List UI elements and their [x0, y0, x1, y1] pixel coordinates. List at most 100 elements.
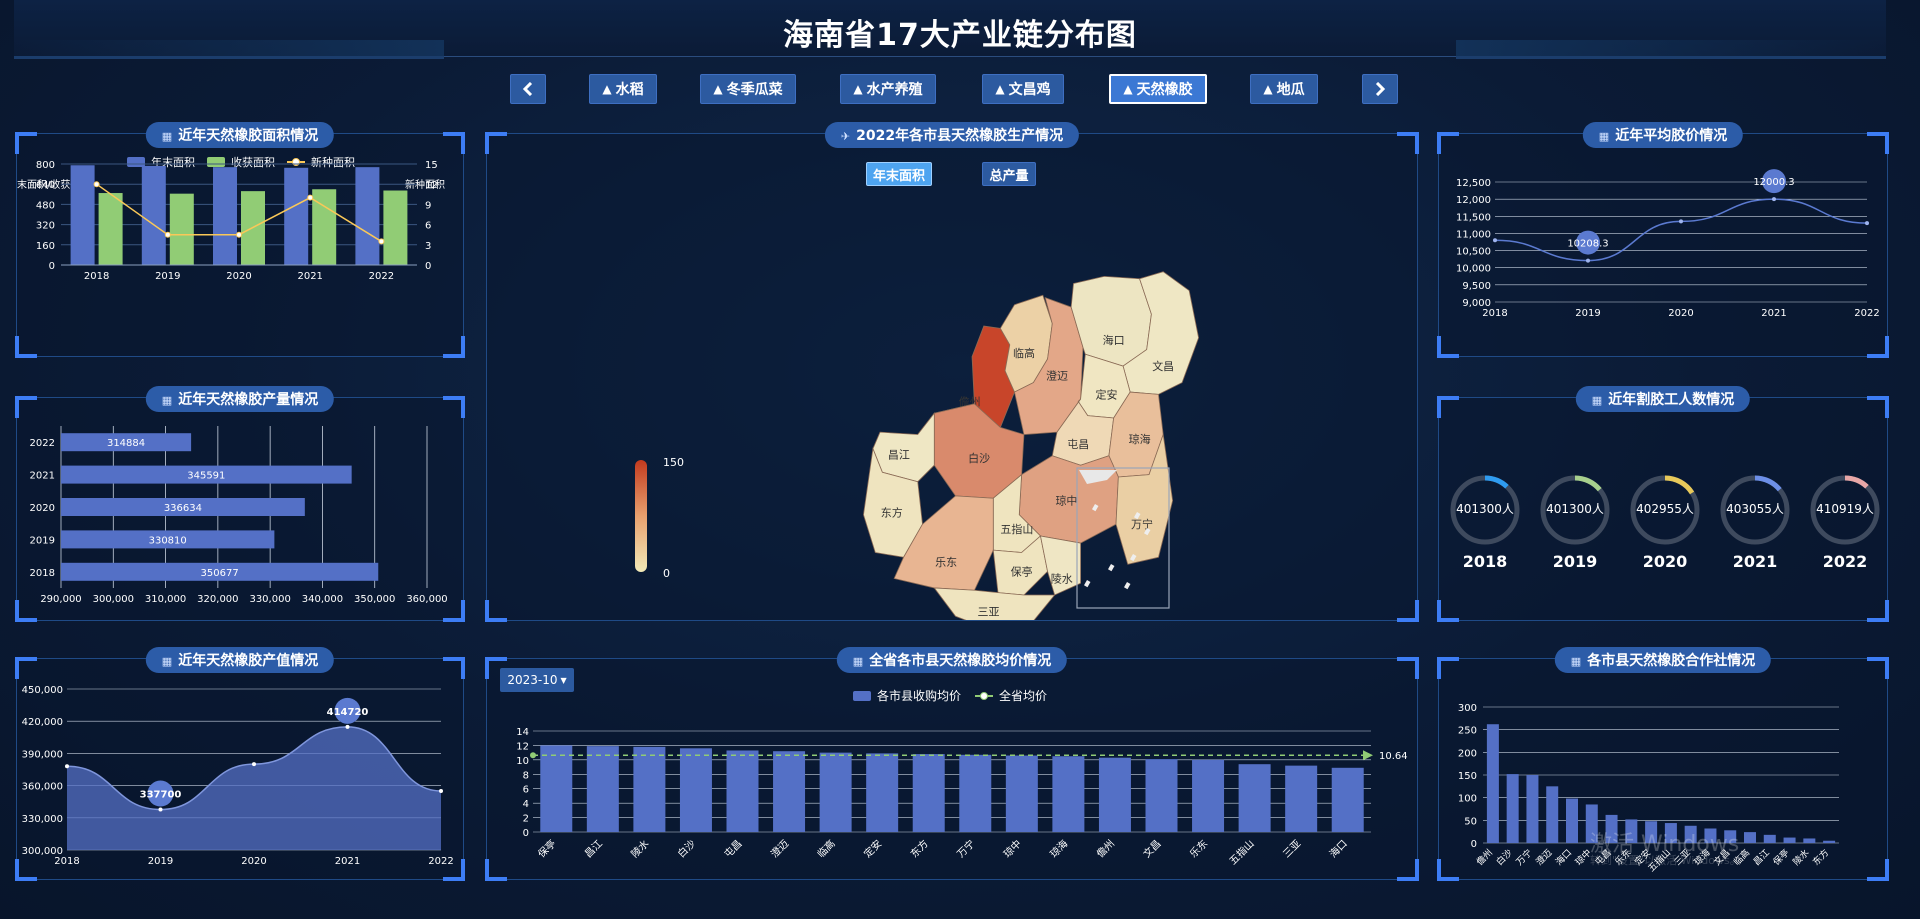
bar[interactable]	[1684, 825, 1697, 843]
legend-label[interactable]: 全省均价	[999, 689, 1048, 703]
line-point[interactable]	[93, 181, 100, 188]
map-region[interactable]	[933, 587, 1056, 620]
chart-icon: ▦	[161, 655, 173, 668]
legend-label[interactable]: 各市县收购均价	[877, 689, 962, 703]
line-point[interactable]	[236, 231, 242, 238]
tree-icon: ▲	[1263, 82, 1273, 96]
bar[interactable]	[819, 752, 852, 832]
bar[interactable]	[1605, 814, 1618, 843]
bar[interactable]	[213, 167, 237, 265]
line-point[interactable]	[439, 788, 443, 793]
bar[interactable]	[61, 498, 305, 516]
bar[interactable]	[61, 433, 192, 452]
bar[interactable]	[1506, 774, 1519, 843]
bar[interactable]	[98, 193, 123, 265]
line-point[interactable]	[1865, 221, 1869, 226]
bar[interactable]	[1052, 756, 1085, 832]
y2-tick-label: 0	[425, 261, 431, 272]
bar[interactable]	[383, 190, 408, 265]
bar[interactable]	[1098, 757, 1131, 832]
bar[interactable]	[1238, 764, 1271, 832]
axis-label-left: 末面积/收获面积	[17, 180, 91, 191]
bar[interactable]	[1625, 819, 1638, 843]
bar[interactable]	[1005, 755, 1038, 832]
bar[interactable]	[1285, 765, 1318, 832]
coops-chart: 050100150200250300儋州 白沙 万宁 澄迈 海口 琼中 屯昌 乐东 定安五指山三…	[1458, 703, 1839, 874]
bar[interactable]	[1145, 759, 1178, 832]
bar[interactable]	[773, 751, 806, 832]
bar[interactable]	[1823, 840, 1836, 843]
map-region[interactable]	[1070, 275, 1152, 367]
bar[interactable]	[726, 750, 759, 832]
bar[interactable]	[61, 465, 352, 484]
legend-label[interactable]: 新种面积	[311, 156, 355, 169]
prev-button[interactable]	[510, 74, 546, 104]
bar[interactable]	[586, 746, 619, 832]
bar[interactable]	[633, 746, 666, 832]
bar[interactable]	[912, 754, 945, 832]
bar[interactable]	[1645, 821, 1658, 843]
bar[interactable]	[866, 753, 899, 832]
line-point[interactable]	[1679, 219, 1683, 224]
bar[interactable]	[169, 193, 194, 265]
legend-label[interactable]: 年末面积	[151, 156, 195, 169]
line-point[interactable]	[252, 762, 256, 767]
bar[interactable]	[1664, 823, 1677, 843]
worker-count: 401300人	[1546, 502, 1604, 516]
line-point[interactable]	[1586, 258, 1590, 263]
nav-item-aquaculture[interactable]: ▲ 水产养殖	[840, 74, 936, 104]
next-button[interactable]	[1362, 74, 1398, 104]
line-point[interactable]	[164, 231, 171, 238]
nav-item-natural-rubber[interactable]: ▲ 天然橡胶	[1109, 74, 1207, 104]
map-region[interactable]	[1039, 535, 1081, 596]
toggle-total-output[interactable]: 总产量	[982, 162, 1036, 186]
bar[interactable]	[61, 562, 379, 581]
line-point[interactable]	[65, 764, 69, 769]
bar[interactable]	[1724, 830, 1737, 843]
panel-title: ✈ 2022年各市县天然橡胶生产情况	[824, 122, 1080, 148]
bar[interactable]	[1803, 838, 1816, 843]
bar[interactable]	[1546, 786, 1559, 843]
bar[interactable]	[61, 530, 275, 549]
line-point[interactable]	[1493, 238, 1497, 243]
nav-item-rice[interactable]: ▲ 水稻	[589, 74, 657, 104]
marker-label: 337700	[140, 790, 182, 801]
y-tick-label: 800	[36, 160, 55, 171]
month-dropdown[interactable]: 2023-10 ▼	[500, 668, 574, 692]
line-point[interactable]	[378, 238, 385, 245]
bar[interactable]	[284, 167, 309, 265]
bar[interactable]	[1192, 759, 1225, 832]
bar[interactable]	[70, 165, 95, 265]
nav-item-wenchang-chicken[interactable]: ▲ 文昌鸡	[982, 74, 1064, 104]
nav-item-sweet-potato[interactable]: ▲ 地瓜	[1250, 74, 1318, 104]
map-region-label: 澄迈	[1046, 369, 1068, 383]
x-tick-label: 保亭	[535, 837, 558, 860]
bar[interactable]	[1783, 837, 1796, 843]
marker-label: 12000.3	[1753, 177, 1794, 188]
line-point[interactable]	[345, 724, 350, 729]
bar[interactable]	[355, 167, 380, 265]
bar[interactable]	[1763, 834, 1776, 843]
line-point[interactable]	[307, 194, 314, 201]
visual-map-scale[interactable]	[635, 460, 647, 572]
bar[interactable]	[1704, 828, 1717, 843]
toggle-year-end-area[interactable]: 年末面积	[866, 162, 932, 186]
chart-icon: ▦	[1591, 394, 1603, 407]
nav-item-winter-vegetables[interactable]: ▲ 冬季瓜菜	[700, 74, 796, 104]
line-point[interactable]	[158, 807, 163, 812]
bar[interactable]	[679, 748, 712, 832]
bar[interactable]	[1486, 724, 1499, 843]
bar[interactable]	[141, 165, 166, 265]
legend-label[interactable]: 收获面积	[231, 156, 275, 169]
avg-line-start	[530, 752, 536, 759]
bar[interactable]	[1566, 798, 1578, 843]
chart-legend: 年末面积 收获面积 新种面积	[127, 154, 355, 170]
bar[interactable]	[959, 754, 992, 832]
bar[interactable]	[1585, 804, 1598, 843]
bar[interactable]	[1331, 767, 1364, 832]
bar[interactable]	[540, 745, 573, 832]
bar[interactable]	[1744, 832, 1756, 843]
line-point[interactable]	[1772, 197, 1776, 202]
bar[interactable]	[1526, 775, 1539, 843]
